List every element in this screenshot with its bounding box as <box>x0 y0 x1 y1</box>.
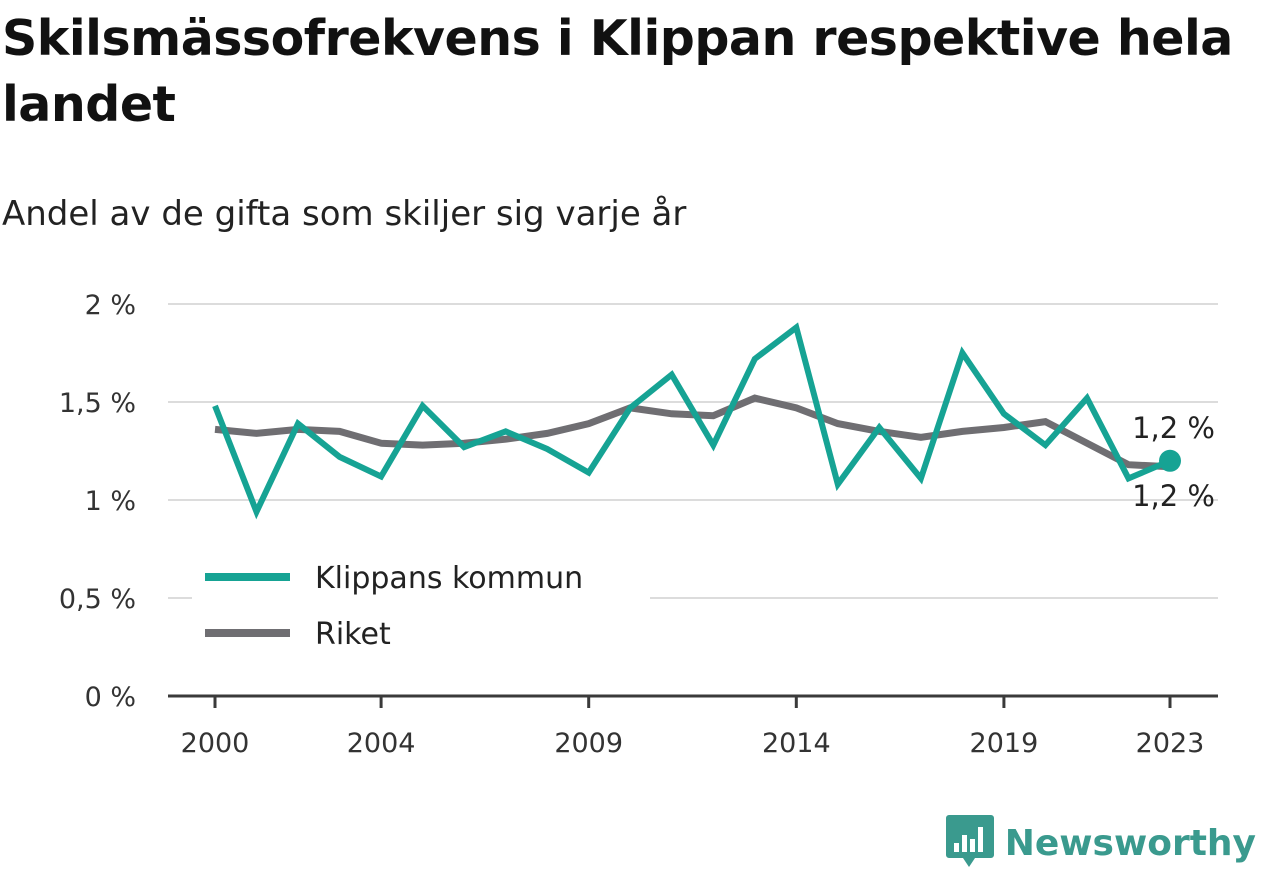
bar-chart-speech-bubble-icon <box>945 813 995 873</box>
x-tick-label: 2019 <box>970 728 1039 759</box>
y-tick-label: 1,5 % <box>59 388 136 419</box>
x-tick-label: 2004 <box>347 728 416 759</box>
newsworthy-logo: Newsworthy <box>945 813 1256 873</box>
line-chart: 0 % 0,5 % 1 % 1,5 % 2 % 2000 2004 2009 2014 2019 2… <box>59 290 1218 759</box>
x-tick-label: 2009 <box>554 728 623 759</box>
chart-title: Skilsmässofrekvens i Klippan respektive … <box>2 10 1233 133</box>
y-tick-label: 0,5 % <box>59 584 136 615</box>
axes: 0 % 0,5 % 1 % 1,5 % 2 % 2000 2004 2009 2014 2019 2… <box>59 290 1218 759</box>
legend-label: Riket <box>315 617 391 652</box>
x-tick-label: 2000 <box>181 728 250 759</box>
end-label-riket: 1,2 % <box>1132 479 1215 513</box>
y-tick-label: 2 % <box>85 290 136 321</box>
legend: Klippans kommun Riket <box>192 552 650 664</box>
end-labels: 1,2 % 1,2 % <box>1132 411 1215 513</box>
legend-background <box>192 552 650 664</box>
brand-name: Newsworthy <box>1004 822 1256 864</box>
y-tick-label: 0 % <box>85 682 136 713</box>
y-tick-label: 1 % <box>85 486 136 517</box>
x-tick-label: 2023 <box>1136 728 1205 759</box>
chart-subtitle: Andel av de gifta som skiljer sig varje … <box>2 194 687 234</box>
series-lines <box>212 322 1181 520</box>
end-point-marker <box>1159 449 1181 472</box>
end-label-klippan: 1,2 % <box>1132 411 1215 445</box>
legend-label: Klippans kommun <box>315 561 583 596</box>
x-tick-label: 2014 <box>762 728 831 759</box>
series-line-klippan <box>212 322 1172 520</box>
